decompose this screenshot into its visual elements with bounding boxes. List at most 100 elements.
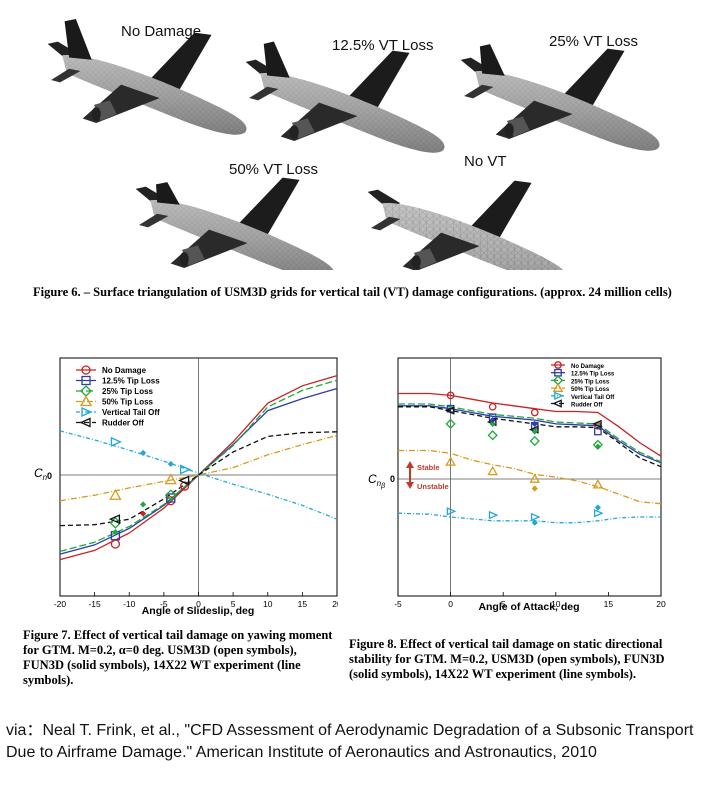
fig7-legend-marker (81, 375, 91, 386)
attribution-text: via：Neal T. Frink, et al., "CFD Assessme… (6, 722, 694, 761)
fig8-xtick-label: -5 (394, 599, 402, 609)
fig7-data-point (164, 489, 177, 502)
fig7-ylabel: Cn (34, 466, 48, 482)
fig8-data-point (445, 456, 456, 466)
fig7-legend-label: No Damage (102, 366, 147, 375)
fig7-data-point (110, 436, 123, 447)
fig7-xtick-label: 10 (263, 599, 273, 609)
fig8-ytick-zero: 0 (390, 474, 395, 484)
fig8-xtick-label: 10 (551, 599, 561, 609)
fig8-data-point (594, 509, 604, 518)
fig8-data-point (531, 428, 538, 435)
fig8-legend-label: Vertical Tail Off (571, 395, 615, 401)
fig8-data-point (530, 408, 539, 417)
stability-arrow-down-icon (406, 482, 414, 489)
figure7-caption: Figure 7. Effect of vertical tail damage… (23, 628, 333, 687)
fig8-xtick-label: 15 (604, 599, 614, 609)
fig8-data-point (445, 418, 456, 430)
fig7-legend-label: 25% Tip Loss (102, 387, 154, 396)
fig7-xlabel: Angle of Slideslip, deg (142, 605, 255, 617)
fig8-data-point (594, 504, 601, 511)
fig8-data-point (446, 507, 457, 516)
fig8-legend-label: Rudder Off (571, 403, 603, 409)
fig8-xtick-label: 20 (656, 599, 666, 609)
fig7-data-point (108, 514, 121, 525)
fig8-data-point (487, 465, 498, 476)
fig8-xtick-label: 0 (448, 599, 453, 609)
fig7-data-point (109, 488, 122, 500)
fig7-legend-marker (81, 406, 93, 418)
fig8-data-point (489, 420, 496, 427)
figure6-planes (47, 19, 660, 270)
fig7-xtick-label: 0 (196, 599, 201, 609)
fig7-data-point (140, 449, 147, 456)
fig8-data-point (594, 427, 602, 436)
fig8-data-point (488, 510, 499, 520)
fig8-data-point (530, 512, 541, 522)
fig8-data-point (531, 485, 538, 492)
fig7-data-point (166, 493, 176, 503)
stable-label: Stable (417, 463, 440, 472)
fig7-data-point (180, 464, 192, 475)
fig8-data-point (592, 479, 604, 489)
fig7-data-point (140, 510, 147, 517)
fig8-data-point (592, 419, 602, 429)
fig8-data-point (531, 420, 538, 427)
fig8-xlabel: Angle of Attack, deg (478, 601, 579, 612)
fig8-legend-marker (552, 399, 562, 408)
fig8-data-point (531, 519, 538, 526)
fig8-data-point (444, 406, 455, 415)
fig7-legend-label: 12.5% Tip Loss (102, 377, 160, 386)
fig8-data-point (594, 443, 601, 450)
fig7-xtick-label: -10 (123, 599, 136, 609)
fig7-data-point (112, 528, 119, 536)
fig8-legend-marker (554, 391, 564, 400)
fig8-legend-marker (554, 361, 562, 369)
fig8-data-point (489, 417, 496, 424)
fig8-legend-label: 50% Tip Loss (571, 387, 610, 393)
fig7-series-line-4 (59, 430, 338, 520)
fig7-data-point (164, 473, 177, 485)
fig8-legend-label: No Damage (571, 364, 605, 370)
fig7-data-point (178, 475, 190, 486)
fig8-ylabel: Cnβ (368, 472, 385, 490)
fig8-series-line-3 (398, 449, 662, 505)
fig7-ytick-zero: 0 (47, 471, 52, 481)
fig7-data-point (140, 501, 147, 508)
plane-label-25-vt-loss: 25% VT Loss (549, 33, 638, 50)
fig7-xtick-label: 5 (231, 599, 236, 609)
stability-arrow-up-icon (406, 461, 414, 468)
fig7-xtick-label: -15 (88, 599, 101, 609)
plane-label-12-5-vt-loss: 12.5% VT Loss (332, 37, 434, 54)
unstable-label: Unstable (417, 482, 449, 491)
fig8-data-point (488, 402, 497, 411)
fig7-legend-marker (79, 395, 93, 407)
fig7-data-point (167, 460, 174, 468)
plane-label-no-vt: No VT (464, 153, 507, 170)
fig8-data-point (529, 473, 541, 483)
fig8-xtick-label: 5 (501, 599, 506, 609)
fig7-legend-marker (79, 417, 91, 428)
fig8-data-point (487, 430, 498, 441)
plane-label-no-damage: No Damage (121, 23, 202, 40)
fig8-data-point (529, 435, 540, 447)
plane-label-50-vt-loss: 50% VT Loss (229, 161, 318, 178)
fig7-series-line-3 (59, 434, 338, 502)
fig7-xtick-label: -20 (54, 599, 67, 609)
fig8-legend-label: 12.5% Tip Loss (571, 372, 615, 378)
fig7-legend-label: Vertical Tail Off (102, 408, 160, 417)
fig7-data-point (109, 516, 122, 529)
fig7-legend-label: Rudder Off (102, 419, 144, 428)
fig7-xtick-label: -5 (160, 599, 168, 609)
fig7-xtick-label: 20 (332, 599, 338, 609)
figure6-caption: Figure 6. – Surface triangulation of USM… (33, 285, 672, 299)
fig8-legend-label: 25% Tip Loss (571, 379, 610, 385)
fig7-legend-marker (81, 365, 91, 375)
fig8-legend-marker (552, 382, 564, 392)
fig8-frame (397, 357, 662, 597)
fig8-data-point (446, 391, 455, 400)
fig7-legend-label: 50% Tip Loss (102, 398, 154, 407)
fig7-xtick-label: 15 (298, 599, 308, 609)
